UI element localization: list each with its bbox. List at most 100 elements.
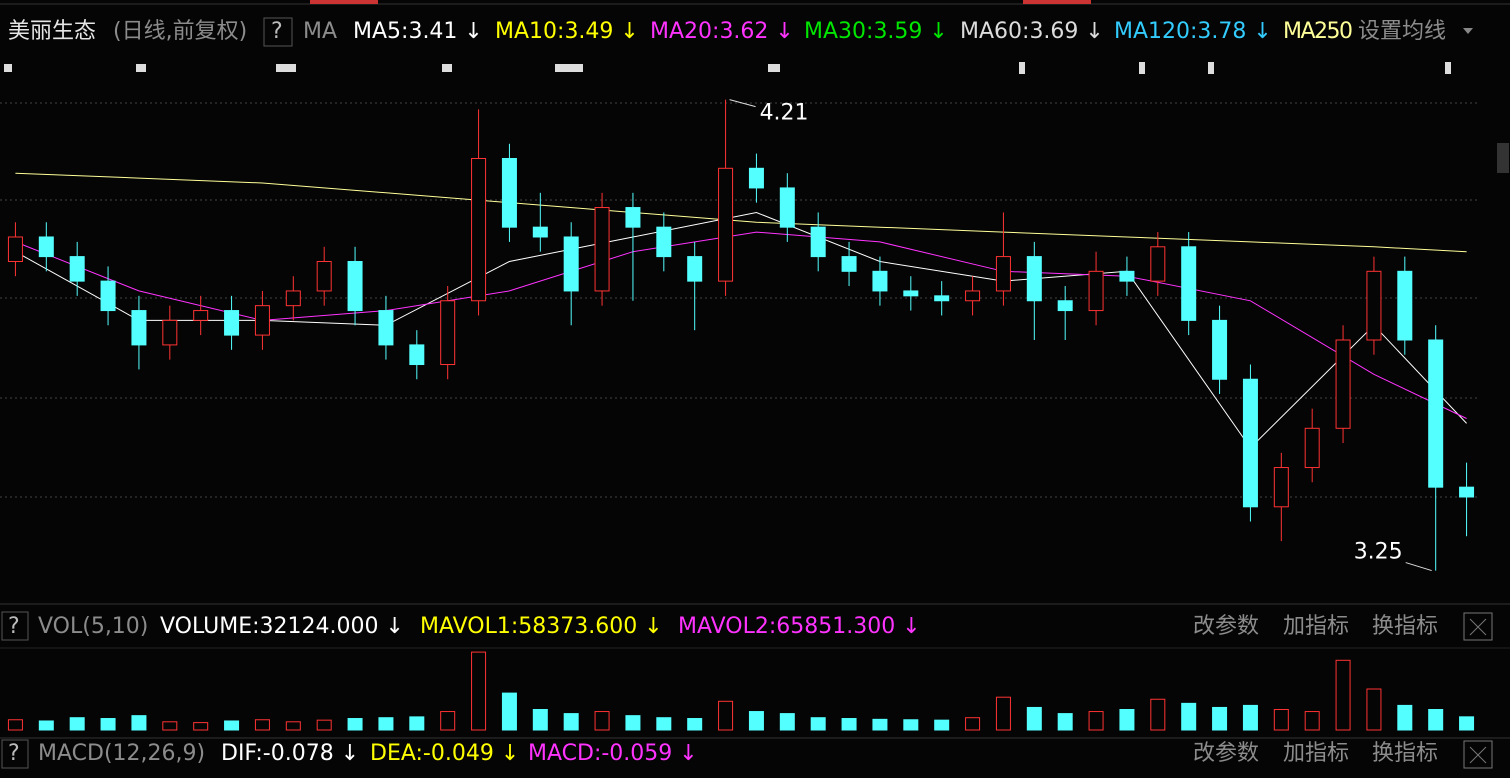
indicator-button[interactable]: 加指标 [1283,614,1349,639]
close-buttons[interactable] [1463,612,1493,769]
volume-bar [471,651,487,731]
candle-body [1366,270,1382,341]
volume-bar [1242,704,1258,731]
indicator-button[interactable]: 加指标 [1283,741,1349,766]
volume-bar [1273,709,1289,731]
header-item[interactable]: MA10:3.49 ↓ [495,19,639,44]
dropdown-arrow[interactable] [1463,28,1473,34]
candle-body [1273,467,1289,508]
candle-body [656,226,672,258]
event-marker [1019,62,1025,74]
header-item[interactable]: MA60:3.69 ↓ [960,19,1104,44]
volume-bar [38,720,54,731]
event-marker [768,64,780,72]
close-icon[interactable] [1469,618,1487,636]
macd-header: MACD(12,26,9) [38,741,205,766]
header-item[interactable]: MA20:3.62 ↓ [650,19,794,44]
candle-body [1088,270,1104,312]
annotation-arrow [1405,562,1432,572]
volume-bar [779,713,795,731]
volume-bar [563,713,579,731]
indicator-button[interactable]: 换指标 [1372,741,1438,766]
help-box[interactable] [1,611,29,641]
help-box[interactable] [263,17,293,47]
candle-body [810,226,826,258]
event-marker [1208,62,1214,74]
candle-body [285,290,301,307]
macd-header: DIF:-0.078 ↓ [221,741,359,766]
volume-bar [594,711,610,731]
volume-bar [69,717,85,731]
volume-bar [656,717,672,731]
volume-bar [1057,713,1073,731]
volume-bar [748,711,764,731]
volume-bar [687,718,703,731]
candle-body [1242,378,1258,508]
high-label: 4.21 [760,101,809,126]
indicator-button[interactable]: 换指标 [1372,614,1438,639]
header-item[interactable]: 设置均线 [1358,19,1446,44]
header-item[interactable]: MA5:3.41 ↓ [353,19,483,44]
tab-mark [1023,0,1091,4]
volume-bar [1181,702,1197,731]
volume-bar [995,696,1011,731]
volume-bar [1150,698,1166,731]
close-button[interactable] [1463,740,1493,769]
header-item: 美丽生态 [8,19,96,44]
volume-bar [1335,659,1351,731]
candle-body [687,256,703,282]
header-item[interactable]: ? [271,19,283,44]
event-marker [442,64,452,72]
volume-bar [316,719,332,731]
indicator-button[interactable]: 改参数 [1193,741,1259,766]
volume-bar [378,717,394,731]
candle-body [594,207,610,292]
volume-bar [162,721,178,731]
volume-bar [285,721,301,731]
volume-bar [532,709,548,731]
candle-body [965,290,981,302]
volume-bar [1366,688,1382,731]
header-item[interactable]: MA120:3.78 ↓ [1114,19,1272,44]
candle-body [872,270,888,292]
tab-mark [310,0,378,4]
volume-bar [131,715,147,731]
candle-body [378,310,394,346]
help-box[interactable] [1,739,29,769]
event-marker [1139,62,1145,74]
volume-bar [965,717,981,731]
volume-bar [903,719,919,731]
volume-bar [224,720,240,731]
candle-body [995,256,1011,292]
header-item[interactable]: MA30:3.59 ↓ [804,19,948,44]
volume-bar [409,716,425,731]
candle-body [131,310,147,346]
close-button[interactable] [1463,612,1493,641]
candle-body [193,310,209,321]
candle-body [1057,300,1073,312]
volume-bar [100,718,116,731]
event-marker [4,64,12,72]
candle-body [903,290,919,297]
candle-body [718,167,734,282]
scrollbar[interactable] [1497,143,1509,173]
volume-bar [1397,704,1413,731]
volume-bar [810,717,826,731]
candle-body [69,256,85,282]
macd-header[interactable]: ? [8,741,20,766]
header-item[interactable]: MA [303,19,337,44]
event-marker [276,64,296,72]
vol-header[interactable]: ? [8,614,20,639]
candle-body [1212,319,1228,380]
candle-body [748,167,764,189]
header-item[interactable]: MA250 [1283,19,1353,44]
indicator-button[interactable]: 改参数 [1193,614,1259,639]
header-item: (日线,前复权) [113,19,247,44]
candle-body [254,305,270,336]
event-marker [555,64,583,72]
close-icon[interactable] [1469,746,1487,764]
low-label: 3.25 [1354,540,1403,565]
volume-bar [1212,706,1228,731]
volume-bar [1026,706,1042,731]
candle-body [625,207,641,228]
